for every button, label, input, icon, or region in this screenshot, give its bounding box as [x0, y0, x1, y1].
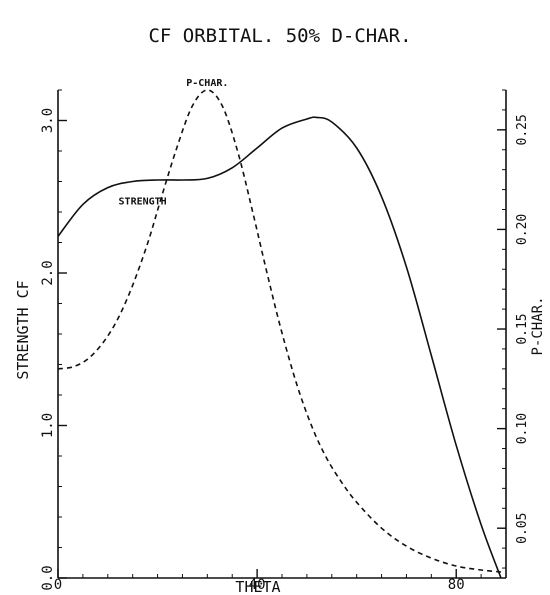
y-left-tick-label: 3.0 [40, 108, 56, 133]
y-right-tick-label: 0.10 [515, 413, 530, 444]
y-right-tick-label: 0.20 [515, 214, 530, 245]
y-right-tick-label: 0.15 [515, 313, 530, 344]
y-right-tick-label: 0.25 [515, 114, 530, 145]
y-left-tick-label: 1.0 [40, 413, 56, 438]
p-char-series-label: P-CHAR. [186, 78, 228, 89]
axes: 0 40 80 0.0 1.0 2.0 3.0 0.05 0.10 0.15 0.20 0.25 [40, 89, 530, 593]
x-tick-label: 0 [54, 577, 62, 593]
x-axis-label: THETA [235, 578, 280, 595]
y-left-tick-label: 0.0 [40, 565, 56, 590]
strength-series-line [57, 116, 502, 579]
strength-series-label: STRENGTH [119, 196, 167, 207]
series-group: STRENGTH P-CHAR. [57, 78, 502, 579]
p-char-series-line [57, 89, 502, 573]
chart-title: CF ORBITAL. 50% D-CHAR. [148, 25, 411, 47]
y-axis-label-left: STRENGTH CF [14, 280, 32, 379]
x-tick-label: 80 [448, 577, 465, 593]
x-tick-label: 40 [249, 577, 266, 593]
y-right-tick-label: 0.05 [515, 513, 530, 544]
y-axis-label-right: P-CHAR. [530, 296, 546, 355]
y-left-tick-label: 2.0 [40, 260, 56, 285]
